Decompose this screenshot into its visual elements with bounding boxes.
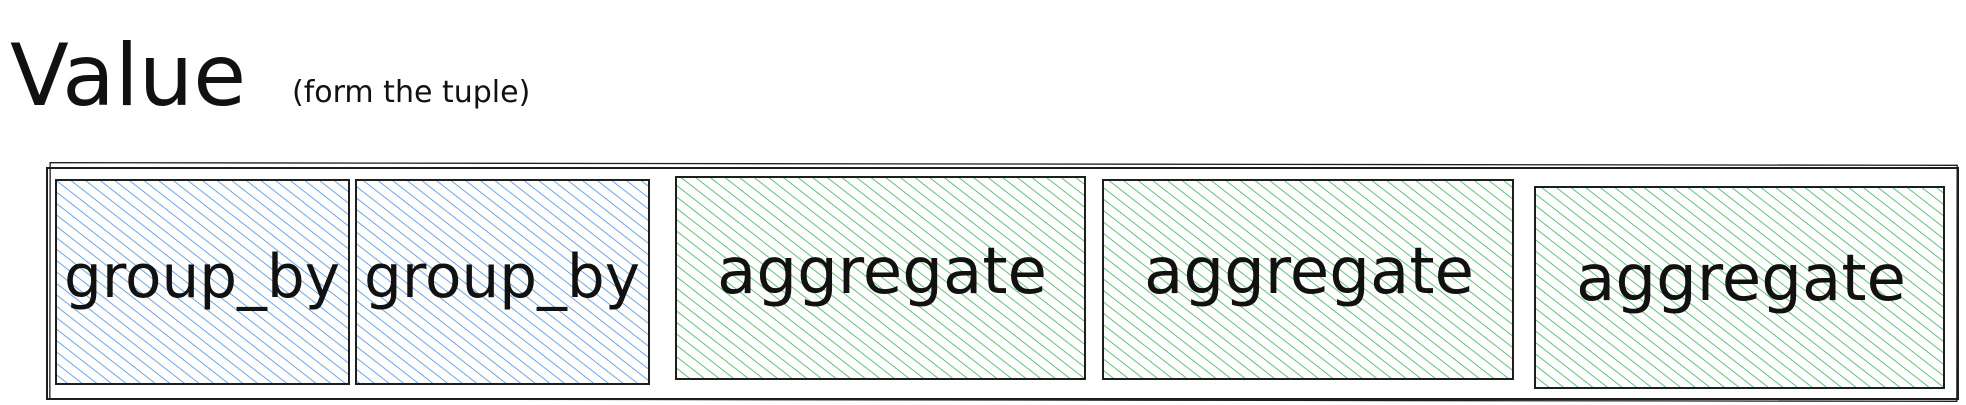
- tuple-cell-aggregate-2: aggregate: [1102, 179, 1514, 380]
- diagram-title: Value: [10, 26, 246, 126]
- aggregate-box: [1102, 179, 1514, 380]
- tuple-cell-group-by-2: group_by: [355, 179, 650, 385]
- group-by-box: [355, 179, 650, 385]
- cell-label: group_by: [64, 242, 340, 312]
- tuple-container: [46, 162, 1959, 402]
- cell-label: aggregate: [717, 235, 1047, 309]
- tuple-cell-aggregate-3: aggregate: [1534, 186, 1945, 389]
- aggregate-box: [675, 176, 1086, 380]
- tuple-cell-group-by-1: group_by: [55, 179, 350, 385]
- group-by-box: [55, 179, 350, 385]
- aggregate-box: [1534, 186, 1945, 389]
- tuple-cell-aggregate-1: aggregate: [675, 176, 1086, 380]
- cell-label: aggregate: [1576, 242, 1906, 316]
- cell-label: group_by: [364, 242, 640, 312]
- diagram-title-note: (form the tuple): [292, 75, 530, 110]
- cell-label: aggregate: [1144, 235, 1474, 309]
